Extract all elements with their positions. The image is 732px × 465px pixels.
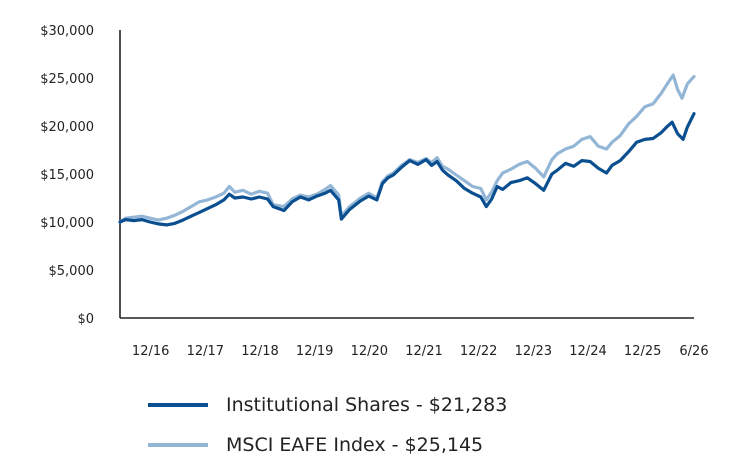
x-axis-ticks: 12/16 12/17 12/18 12/19 12/20 12/21 12/22 12/23… (132, 344, 709, 359)
legend-item-msci-eafe: MSCI EAFE Index - $25,145 (148, 425, 507, 465)
series-line-institutional (118, 112, 696, 227)
y-tick-label: $15,000 (40, 168, 94, 183)
y-tick-label: $20,000 (40, 120, 94, 135)
legend-label-institutional: Institutional Shares - $21,283 (226, 394, 508, 416)
x-tick-label: 12/19 (296, 344, 333, 359)
x-tick-label: 12/24 (569, 344, 606, 359)
legend-label-msci-eafe: MSCI EAFE Index - $25,145 (226, 434, 484, 456)
y-tick-label: $30,000 (40, 24, 94, 39)
x-tick-label: 12/20 (351, 344, 388, 359)
x-tick-label: 12/16 (132, 344, 169, 359)
y-tick-label: $10,000 (40, 216, 94, 231)
x-tick-label: 12/22 (460, 344, 497, 359)
y-tick-label: $0 (77, 312, 94, 327)
legend-swatch-msci-eafe (148, 443, 208, 447)
legend-swatch-institutional (148, 403, 208, 407)
x-tick-label: 6/26 (679, 344, 708, 359)
y-tick-label: $25,000 (40, 72, 94, 87)
x-tick-label: 12/21 (405, 344, 442, 359)
legend: Institutional Shares - $21,283 MSCI EAFE… (148, 385, 507, 465)
series-line-msci-eafe (118, 73, 696, 224)
x-tick-label: 12/17 (187, 344, 224, 359)
x-tick-label: 12/18 (241, 344, 278, 359)
y-axis-ticks: $0 $5,000 $10,000 $15,000 $20,000 $25,000 $30,… (40, 24, 94, 327)
series-lines (118, 73, 696, 227)
y-tick-label: $5,000 (49, 264, 95, 279)
x-tick-label: 12/25 (624, 344, 661, 359)
legend-item-institutional: Institutional Shares - $21,283 (148, 385, 507, 425)
x-tick-label: 12/23 (515, 344, 552, 359)
